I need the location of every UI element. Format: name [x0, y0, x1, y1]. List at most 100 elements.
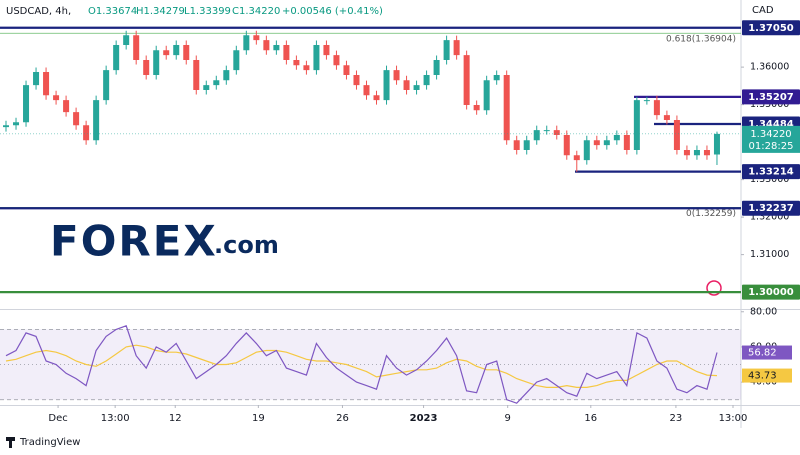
candle-body [183, 45, 190, 60]
candle-body [233, 50, 240, 71]
candle-body [373, 95, 380, 101]
candle-body [163, 50, 170, 56]
candle-body [593, 140, 600, 146]
candle-body [353, 75, 360, 86]
ohlc-value: L1.33399 [184, 6, 231, 17]
last-value-label: 43.73 [748, 371, 777, 382]
level-tag [742, 284, 800, 300]
candle-body [133, 35, 140, 60]
candle-body [113, 45, 120, 71]
candle-body [693, 150, 700, 156]
candle-body [643, 100, 650, 102]
candle-body [53, 95, 60, 101]
y-tick-label: 1.31000 [750, 249, 789, 260]
candle-body [333, 55, 340, 66]
change: +0.00546 (+0.41%) [282, 6, 383, 17]
level-label: 1.32237 [748, 203, 794, 214]
level-tag [742, 20, 800, 36]
candle-body [703, 150, 710, 156]
candle-body [243, 35, 250, 51]
ohlc-value: C1.34220 [232, 6, 280, 17]
x-tick-label: 26 [336, 413, 349, 424]
candle-body [33, 72, 40, 86]
level-label: 1.37050 [748, 23, 794, 34]
last-value-tag [742, 345, 792, 360]
candle-body [143, 60, 150, 75]
candle-body [153, 50, 160, 75]
candle-body [293, 60, 300, 66]
candle-body [13, 122, 20, 126]
x-tick-label: 2023 [410, 413, 438, 424]
currency: CAD [752, 5, 774, 16]
rsi-line [5, 325, 718, 404]
candle-body [463, 55, 470, 105]
candle-body [553, 130, 560, 135]
candle-body [193, 60, 200, 90]
x-tick-label: 9 [504, 413, 510, 424]
candle-body [443, 40, 450, 60]
y-tick-label: 1.35000 [750, 99, 789, 110]
level-tag [742, 164, 800, 180]
footer-text: TradingView [19, 437, 80, 448]
candle-body [223, 70, 230, 81]
candle-body [683, 150, 690, 156]
rsi-line [5, 344, 718, 388]
candle-body [273, 45, 280, 51]
symbol: USDCAD, 4h, [6, 6, 71, 17]
candle-body [283, 45, 290, 60]
candle-body [213, 80, 220, 86]
x-tick-label: Dec [48, 413, 67, 424]
candle-body [393, 70, 400, 81]
candle-body [533, 130, 540, 141]
footer-bar [0, 428, 800, 455]
candle-body [173, 45, 180, 56]
level-label: 1.30000 [748, 287, 794, 298]
candle-body [673, 120, 680, 150]
candle-body [123, 35, 130, 45]
candle-body [493, 75, 500, 81]
candle-body [383, 70, 390, 101]
countdown: 01:28:25 [749, 141, 794, 152]
candle-body [403, 80, 410, 90]
level-label: 1.34484 [748, 119, 794, 130]
candle-body [523, 140, 530, 150]
last-value-tag [742, 368, 792, 383]
candle-body [603, 140, 610, 146]
level-label: 1.33214 [748, 167, 794, 178]
ohlc-value: H1.34279 [136, 6, 185, 17]
candle-body [423, 75, 430, 86]
fib-label: 0.618(1.36904) [666, 35, 736, 45]
logo-suffix: .com [214, 231, 279, 259]
y-tick-label: 1.32000 [750, 212, 789, 223]
last-price-label: 1.34220 [750, 129, 791, 140]
candle-body [43, 72, 50, 96]
x-tick-label: 12 [169, 413, 182, 424]
candle-body [23, 85, 30, 123]
candle-body [313, 45, 320, 71]
candle-body [633, 100, 640, 150]
candle-body [413, 85, 420, 90]
level-tag [742, 200, 800, 216]
x-tick-label: 13:00 [719, 413, 748, 424]
candle-body [583, 140, 590, 161]
candle-body [573, 155, 580, 161]
candle-body [103, 70, 110, 101]
candle-body [513, 140, 520, 150]
candle-body [3, 125, 10, 128]
fib-label: 0(1.32259) [686, 209, 736, 219]
candle-body [323, 45, 330, 56]
x-tick-label: 19 [252, 413, 265, 424]
candle-body [623, 135, 630, 150]
ohlc-value: O1.33674 [88, 6, 137, 17]
candle-body [363, 85, 370, 96]
rsi-band [0, 329, 741, 400]
candle-body [713, 133, 720, 155]
candle-body [473, 105, 480, 111]
candle-body [563, 135, 570, 156]
candle-body [263, 40, 270, 51]
candle-body [63, 100, 70, 113]
y-tick-label: 1.33000 [750, 174, 789, 185]
x-tick-label: 13:00 [101, 413, 130, 424]
